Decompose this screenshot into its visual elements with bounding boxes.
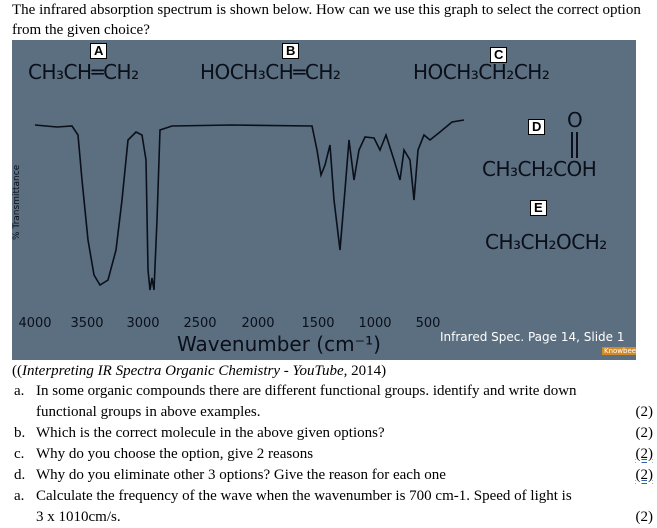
question-marks: (2)	[635, 446, 654, 462]
question-text: Why do you eliminate other 3 options? Gi…	[36, 467, 446, 483]
option-formula: CH₃CH═CH₂	[28, 60, 139, 84]
spectrum-figure: A CH₃CH═CH₂ B HOCH₃CH═CH₂ C HOCH₃CH₂CH₂ …	[12, 40, 636, 360]
option-formula: CH₃CH₂COH	[482, 157, 597, 181]
option-formula: CH₃CH₂OCH₂	[485, 230, 607, 254]
question-marks: (2)	[635, 509, 654, 525]
x-tick-label: 3000	[126, 316, 160, 331]
question-text: functional groups in above examples.	[36, 404, 261, 420]
question-item: a. In some organic compounds there are d…	[0, 381, 657, 423]
citation-year: 2014)	[347, 363, 387, 379]
option-formula: HOCH₃CH₂CH₂	[413, 60, 550, 84]
question-item: c. Why do you choose the option, give 2 …	[0, 444, 657, 465]
question-item: d. Why do you eliminate other 3 options?…	[0, 465, 657, 486]
question-marker: a.	[14, 383, 25, 399]
citation-open: ((	[12, 363, 22, 379]
x-tick-label: 4000	[18, 316, 52, 331]
question-text: 3 x 1010cm/s.	[36, 509, 121, 525]
question-marker: c.	[14, 446, 25, 462]
x-tick-label: 2000	[241, 316, 275, 331]
question-text: In some organic compounds there are diff…	[36, 383, 577, 399]
y-axis-label: % Transmittance	[12, 164, 22, 240]
question-marks: (2)	[635, 467, 654, 483]
carbonyl-oxygen: O	[567, 108, 583, 132]
question-item: b. Which is the correct molecule in the …	[0, 423, 657, 444]
question-item: a. Calculate the frequency of the wave w…	[0, 486, 657, 525]
watermark: Knowbee	[602, 347, 636, 355]
citation-title: Interpreting IR Spectra Organic Chemistr…	[22, 363, 348, 379]
citation: ((Interpreting IR Spectra Organic Chemis…	[12, 361, 386, 382]
question-text: Which is the correct molecule in the abo…	[36, 425, 385, 441]
option-label: D	[528, 119, 546, 135]
question-text: Calculate the frequency of the wave when…	[36, 488, 572, 504]
caption: Infrared Spec. Page 14, Slide 1	[440, 330, 625, 344]
x-tick-label: 500	[415, 316, 441, 331]
spectrum-plot	[34, 119, 578, 291]
question-marks: (2)	[635, 425, 654, 441]
option-formula: HOCH₃CH═CH₂	[200, 60, 341, 84]
option-label: C	[490, 47, 508, 63]
x-axis-label: Wavenumber (cm⁻¹)	[177, 332, 381, 356]
question: The infrared absorption spectrum is show…	[12, 2, 641, 38]
question-text: Why do you choose the option, give 2 rea…	[36, 446, 314, 462]
question-marker: a.	[14, 488, 25, 504]
option-label: A	[90, 43, 108, 59]
question-marker: b.	[14, 425, 26, 441]
option-label: B	[282, 43, 300, 59]
x-tick-label: 1000	[358, 316, 392, 331]
x-tick-label: 2500	[183, 316, 217, 331]
x-tick-label: 1500	[301, 316, 335, 331]
x-tick-label: 3500	[70, 316, 104, 331]
question-marker: d.	[14, 467, 26, 483]
option-label: E	[530, 200, 547, 216]
spectrum-curve	[34, 119, 465, 291]
question-marks: (2)	[635, 404, 654, 420]
